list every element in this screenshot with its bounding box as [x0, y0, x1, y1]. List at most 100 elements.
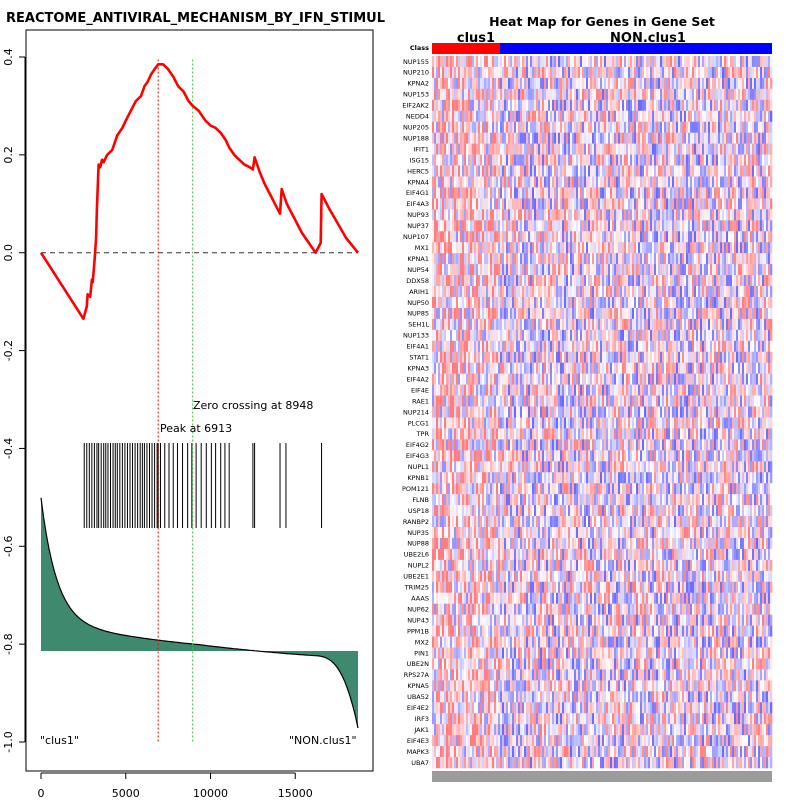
heatmap-cell [448, 89, 450, 100]
heatmap-cell [502, 89, 504, 100]
heatmap-cell [512, 198, 514, 209]
heatmap-cell [466, 166, 468, 177]
heatmap-cell [492, 209, 494, 220]
heatmap-cell [690, 275, 692, 286]
heatmap-cell [670, 264, 672, 275]
heatmap-cell [586, 308, 588, 319]
heatmap-cell [616, 187, 618, 198]
heatmap-cell [466, 242, 468, 253]
heatmap-cell [540, 56, 542, 67]
heatmap-cell [764, 209, 766, 220]
heatmap-cell [752, 56, 754, 67]
heatmap-cell [482, 155, 484, 166]
heatmap-cell [664, 319, 666, 330]
heatmap-cell [652, 297, 654, 308]
heatmap-cell [444, 78, 446, 89]
heatmap-cell [722, 111, 724, 122]
heatmap-cell [556, 319, 558, 330]
heatmap-cell [536, 176, 538, 187]
heatmap-cell [556, 275, 558, 286]
heatmap-cell [644, 122, 646, 133]
heatmap-cell [478, 144, 480, 155]
heatmap-cell [500, 308, 502, 319]
heatmap-cell [628, 319, 630, 330]
heatmap-cell [714, 89, 716, 100]
heatmap-cell [766, 209, 768, 220]
heatmap-cell [552, 220, 554, 231]
heatmap-cell [716, 100, 718, 111]
heatmap-cell [638, 56, 640, 67]
heatmap-cell [640, 176, 642, 187]
heatmap-cell [588, 56, 590, 67]
heatmap-cell [752, 67, 754, 78]
heatmap-cell [540, 242, 542, 253]
heatmap-cell [474, 209, 476, 220]
heatmap-cell [480, 176, 482, 187]
heatmap-cell [516, 275, 518, 286]
heatmap-cell [748, 155, 750, 166]
heatmap-cell [490, 78, 492, 89]
heatmap-cell [560, 231, 562, 242]
heatmap-cell [708, 231, 710, 242]
heatmap-cell [494, 155, 496, 166]
heatmap-cell [500, 242, 502, 253]
heatmap-cell [476, 330, 478, 341]
heatmap-cell [668, 253, 670, 264]
heatmap-cell [572, 122, 574, 133]
heatmap-cell [542, 319, 544, 330]
heatmap-cell [624, 67, 626, 78]
heatmap-cell [736, 155, 738, 166]
heatmap-cell [738, 319, 740, 330]
heatmap-cell [752, 89, 754, 100]
heatmap-cell [736, 89, 738, 100]
heatmap-cell [736, 308, 738, 319]
heatmap-cell [608, 209, 610, 220]
heatmap-cell [708, 155, 710, 166]
heatmap-cell [756, 319, 758, 330]
x-tick-label: 15000 [278, 787, 313, 800]
heatmap-cell [684, 308, 686, 319]
heatmap-cell [566, 209, 568, 220]
heatmap-cell [754, 166, 756, 177]
heatmap-cell [690, 187, 692, 198]
heatmap-cell [744, 111, 746, 122]
heatmap-cell [434, 330, 436, 341]
heatmap-cell [756, 56, 758, 67]
heatmap-cell [434, 297, 436, 308]
heatmap-cell [670, 187, 672, 198]
heatmap-cell [732, 155, 734, 166]
heatmap-cell [480, 253, 482, 264]
heatmap-cell [630, 122, 632, 133]
heatmap-cell [748, 264, 750, 275]
heatmap-cell [488, 78, 490, 89]
heatmap-cell [764, 319, 766, 330]
heatmap-cell [594, 242, 596, 253]
heatmap-cell [472, 264, 474, 275]
heatmap-cell [442, 89, 444, 100]
heatmap-cell [680, 286, 682, 297]
heatmap-cell [510, 187, 512, 198]
heatmap-cell [468, 297, 470, 308]
heatmap-cell [576, 111, 578, 122]
heatmap-cell [754, 122, 756, 133]
heatmap-cell [654, 67, 656, 78]
heatmap-cell [756, 176, 758, 187]
heatmap-cell [692, 231, 694, 242]
heatmap-cell [438, 286, 440, 297]
heatmap-cell [594, 176, 596, 187]
heatmap-cell [754, 297, 756, 308]
heatmap-cell [746, 144, 748, 155]
heatmap-cell [768, 155, 770, 166]
heatmap-cell [722, 242, 724, 253]
heatmap-cell [566, 89, 568, 100]
heatmap-cell [604, 264, 606, 275]
heatmap-cell [708, 187, 710, 198]
heatmap-cell [504, 264, 506, 275]
heatmap-cell [512, 253, 514, 264]
heatmap-cell [476, 319, 478, 330]
heatmap-cell [548, 286, 550, 297]
heatmap-cell [604, 220, 606, 231]
heatmap-cell [628, 78, 630, 89]
heatmap-cell [762, 187, 764, 198]
heatmap-cell [770, 242, 772, 253]
